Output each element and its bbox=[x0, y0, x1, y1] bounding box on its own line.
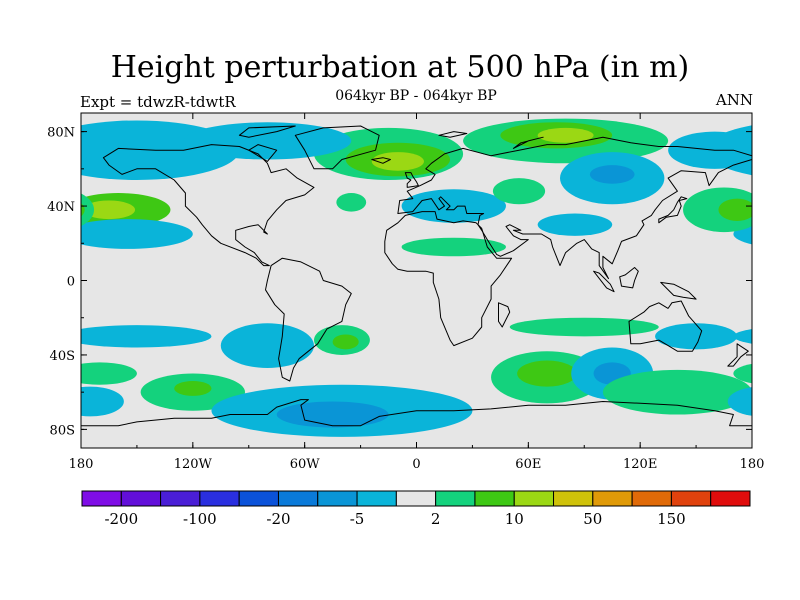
coastline-iceland bbox=[371, 157, 391, 164]
colorbar-swatch bbox=[513, 490, 555, 507]
coastline-sumatra bbox=[593, 270, 615, 293]
anomaly-siberia-neg-core bbox=[589, 165, 635, 184]
season-label: ANN bbox=[715, 91, 753, 109]
coastline-eurasia bbox=[397, 136, 752, 280]
anomaly-s-indian-pos-core bbox=[517, 360, 577, 387]
anomaly-nw-pacific-neg bbox=[81, 139, 91, 162]
anomaly-europe-neg bbox=[401, 189, 506, 223]
anomaly-s-pacific-neg bbox=[81, 325, 212, 348]
anomaly-s-pacific-pos-w bbox=[0, 370, 81, 415]
colorbar-label: -5 bbox=[350, 510, 365, 528]
coastline-australia bbox=[628, 300, 703, 352]
anomaly-s-pac-pos-far bbox=[733, 363, 752, 384]
experiment-label: Expt = tdwzR-tdwtR bbox=[80, 93, 236, 111]
anomaly-s-pacific-pos-core bbox=[174, 381, 212, 396]
map-title: Height perturbation at 500 hPa (in m) bbox=[110, 50, 690, 85]
anomaly-nw-pacific-pos bbox=[81, 193, 95, 227]
colorbar-swatch bbox=[238, 490, 279, 507]
colorbar-swatch bbox=[120, 490, 162, 507]
coastline-new-guinea bbox=[660, 281, 697, 300]
colorbar: -200 -100 -20 -5 2 10 50 150 bbox=[81, 490, 751, 528]
colorbar-swatch bbox=[435, 490, 476, 507]
colorbar-label: 50 bbox=[583, 510, 602, 528]
anomaly-pacific-neg-band bbox=[81, 219, 193, 249]
lon-tick-label: 180 bbox=[740, 457, 765, 472]
map-subtitle: 064kyr BP - 064kyr BP bbox=[335, 88, 497, 104]
anomaly-nw-pacific-pos-core bbox=[718, 198, 752, 221]
anomaly-n-atl-pos bbox=[336, 193, 367, 212]
coastlines bbox=[81, 125, 752, 448]
coastline-africa bbox=[384, 211, 513, 347]
anomaly-indian-pos-band bbox=[509, 317, 659, 337]
coastline-arabia-madagascar bbox=[498, 302, 511, 328]
anomaly-e-asia-neg bbox=[537, 213, 613, 236]
colorbar-label: 10 bbox=[505, 510, 524, 528]
coastline-antarctica bbox=[81, 399, 752, 448]
coastline-greenland bbox=[294, 125, 380, 170]
anomaly-s-pacific-pos-w bbox=[602, 369, 752, 415]
colorbar-swatch bbox=[160, 490, 201, 507]
anomaly-s-america-neg bbox=[220, 323, 314, 368]
anomaly-n-pacific-pos-core bbox=[82, 200, 136, 220]
anomaly-arctic-asia-core2 bbox=[537, 127, 594, 143]
lon-tick-label: 120E bbox=[623, 457, 657, 472]
coastline-uk bbox=[404, 172, 419, 188]
colorbar-swatch bbox=[474, 490, 515, 507]
coastline-ellesmere bbox=[238, 125, 296, 138]
anomaly-s-pac-neg-w bbox=[81, 386, 124, 417]
colorbar-label: -100 bbox=[183, 510, 217, 528]
colorbar-swatch bbox=[277, 490, 319, 507]
lat-tick-label: 0 bbox=[67, 275, 75, 290]
map-plot-area bbox=[0, 112, 800, 449]
coastline-baffin bbox=[248, 144, 278, 162]
anomaly-asia-pos bbox=[492, 178, 546, 205]
colorbar-swatch bbox=[592, 490, 633, 507]
anomaly-s-pac-neg-w bbox=[727, 387, 752, 416]
coastline-borneo bbox=[619, 267, 639, 289]
colorbar-swatch bbox=[356, 490, 397, 507]
lon-tick-label: 60E bbox=[515, 457, 541, 472]
lat-tick-label: 80S bbox=[50, 423, 75, 438]
lon-tick-label: 120W bbox=[174, 457, 213, 472]
anomaly-n-africa-pos bbox=[401, 237, 506, 257]
coastline-novaya-zemlya bbox=[512, 136, 544, 149]
lat-tick-label: 40S bbox=[50, 349, 75, 364]
lat-tick-label: 40N bbox=[47, 200, 75, 215]
anomaly-antarctic-neg-core bbox=[276, 401, 389, 428]
coastline-new-zealand bbox=[727, 343, 749, 367]
anomaly-greenland-pos-core bbox=[371, 152, 424, 171]
anomaly-n-pacific-pos-core bbox=[754, 200, 800, 219]
colorbar-swatch bbox=[395, 490, 437, 507]
anomaly-australia-neg bbox=[655, 323, 738, 350]
colorbar-swatch bbox=[199, 490, 240, 507]
lon-tick-label: 60W bbox=[290, 457, 321, 472]
colorbar-swatch bbox=[553, 490, 594, 507]
coastline-svalbard bbox=[438, 131, 468, 138]
coastline-south-america bbox=[265, 257, 352, 382]
coastline-north-america bbox=[102, 144, 315, 267]
anomaly-s-atl-pos-core bbox=[332, 334, 359, 350]
anomaly-s-pac-pos-far bbox=[81, 362, 137, 385]
colorbar-label: -20 bbox=[266, 510, 290, 528]
colorbar-swatch bbox=[631, 490, 672, 507]
colorbar-label: 2 bbox=[431, 510, 441, 528]
map-axes: 180 120W 60W 0 60E 120E 180 80N 40N 0 40S 80S bbox=[47, 113, 764, 472]
lon-tick-label: 0 bbox=[412, 457, 420, 472]
coastline-japan bbox=[658, 196, 688, 224]
lon-tick-label: 180 bbox=[69, 457, 94, 472]
lat-tick-label: 80N bbox=[47, 126, 75, 141]
colorbar-swatch bbox=[670, 490, 712, 507]
colorbar-swatch bbox=[317, 490, 358, 507]
colorbar-label: -200 bbox=[104, 510, 138, 528]
colorbar-swatch bbox=[710, 490, 751, 507]
colorbar-label: 150 bbox=[657, 510, 686, 528]
colorbar-swatch bbox=[81, 490, 122, 507]
anomaly-nw-pacific-pos bbox=[683, 187, 752, 233]
anomaly-s-pacific-neg bbox=[733, 328, 752, 344]
